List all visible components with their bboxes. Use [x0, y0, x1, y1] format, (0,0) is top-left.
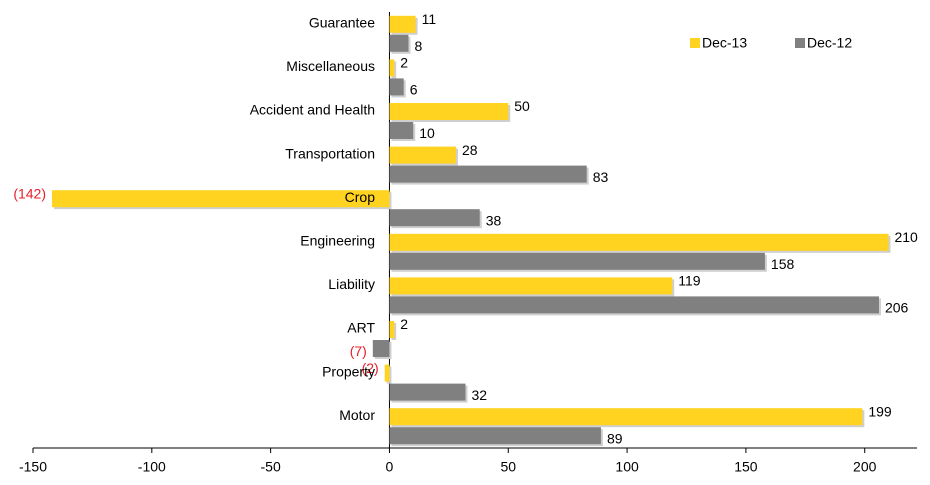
legend-swatch [795, 38, 805, 48]
value-label: 10 [419, 125, 435, 141]
value-label: (7) [350, 343, 367, 359]
bar [384, 364, 390, 382]
value-label: 32 [471, 387, 487, 403]
bar [389, 103, 509, 120]
bar [389, 34, 409, 52]
x-tick-label: 150 [734, 459, 758, 475]
bar [389, 408, 863, 426]
value-label: 199 [868, 403, 892, 419]
y-tick-label: Accident and Health [250, 102, 375, 118]
y-tick-label: Transportation [285, 145, 375, 161]
bar [389, 78, 404, 96]
y-tick-label: Motor [339, 407, 375, 423]
y-tick-label: Guarantee [309, 15, 375, 31]
value-label: 50 [514, 98, 530, 114]
y-tick-label: Property [322, 363, 375, 379]
bar [389, 296, 879, 314]
x-tick-label: 200 [853, 459, 877, 475]
value-label: 2 [400, 316, 408, 332]
x-tick-label: 0 [386, 459, 394, 475]
value-label: 11 [422, 11, 437, 27]
bar [52, 190, 390, 208]
bar [389, 427, 601, 445]
value-label: (2) [362, 360, 379, 376]
bar [389, 233, 889, 251]
value-label: 8 [414, 38, 422, 54]
x-tick-label: -150 [19, 459, 47, 475]
bar [389, 146, 456, 164]
y-tick-label: Miscellaneous [286, 58, 375, 74]
bar [389, 165, 587, 183]
value-label: 38 [486, 212, 502, 228]
value-label: 6 [410, 82, 418, 98]
legend-label: Dec-12 [807, 35, 852, 51]
y-tick-label: ART [347, 320, 375, 336]
y-tick-label: Crop [345, 189, 376, 205]
x-tick-label: -100 [138, 459, 166, 475]
x-tick-label: 100 [615, 459, 639, 475]
bar [389, 122, 414, 139]
bar [389, 321, 395, 338]
bar [389, 383, 466, 401]
value-label: (142) [13, 185, 46, 201]
value-label: 119 [678, 273, 701, 289]
value-label: 28 [462, 142, 478, 158]
y-tick-label: Engineering [300, 233, 375, 249]
y-tick-label: Liability [328, 276, 375, 292]
bar [389, 252, 765, 270]
legend-label: Dec-13 [702, 35, 747, 51]
value-label: 83 [593, 169, 609, 185]
legend-swatch [690, 38, 700, 48]
bar [372, 340, 390, 357]
x-tick-label: -50 [261, 459, 281, 475]
bar [389, 59, 395, 77]
value-label: 2 [400, 55, 408, 71]
value-label: 89 [607, 430, 623, 446]
bar [389, 209, 480, 227]
x-tick-label: 50 [500, 459, 516, 475]
bar [389, 277, 673, 295]
value-label: 210 [894, 229, 918, 245]
value-label: 206 [885, 300, 909, 316]
value-label: 158 [771, 256, 795, 272]
bar [389, 15, 416, 33]
